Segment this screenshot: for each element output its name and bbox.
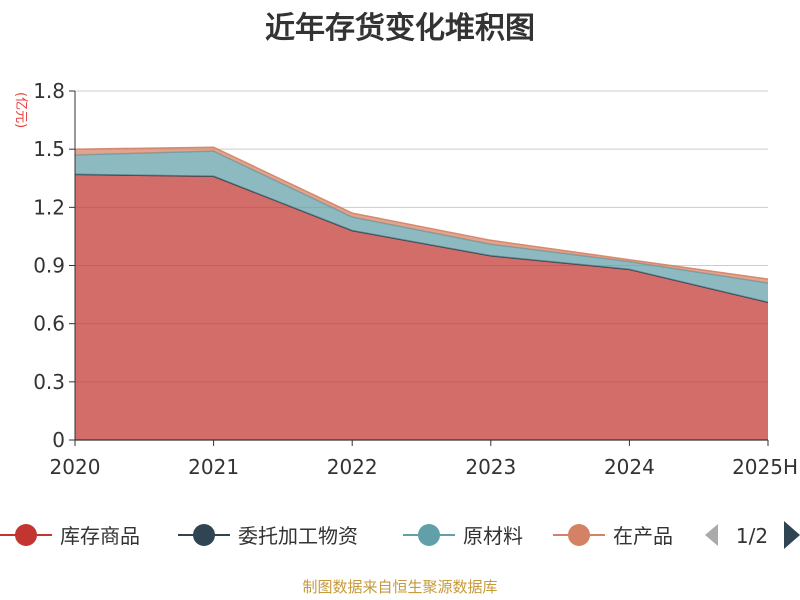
x-tick-label: 2023 [465, 455, 516, 479]
x-axis-ticks: 2020 2021 2022 2023 2024 2025H [50, 440, 798, 479]
x-tick-label: 2021 [188, 455, 239, 479]
legend-marker [568, 524, 590, 546]
y-tick-label: 0.3 [33, 370, 65, 394]
chart-title: 近年存货变化堆积图 [265, 11, 535, 46]
legend-item-1[interactable]: 委托加工物资 [178, 524, 358, 548]
legend-marker [193, 524, 215, 546]
y-axis-ticks: 0 0.3 0.6 0.9 1.2 1.5 1.8 [33, 79, 75, 452]
legend-item-0[interactable]: 库存商品 [0, 524, 140, 548]
legend-item-2[interactable]: 原材料 [403, 524, 523, 548]
area-0 [75, 174, 768, 440]
x-tick-label: 2025H [732, 455, 798, 479]
x-tick-label: 2020 [50, 455, 101, 479]
y-tick-label: 0 [52, 428, 65, 452]
legend: 库存商品 委托加工物资 原材料 在产品 1/2 [0, 521, 800, 549]
legend-item-3[interactable]: 在产品 [553, 524, 673, 548]
y-tick-label: 1.8 [33, 79, 65, 103]
y-tick-label: 1.5 [33, 137, 65, 161]
area-line-3 [74, 146, 769, 280]
y-tick-label: 1.2 [33, 195, 65, 219]
legend-pager: 1/2 [705, 521, 800, 549]
area-2 [75, 151, 768, 303]
area-series [74, 146, 769, 440]
legend-label: 委托加工物资 [238, 524, 358, 548]
x-tick-label: 2022 [327, 455, 378, 479]
triangle-left-icon[interactable] [705, 524, 718, 546]
legend-label: 库存商品 [60, 524, 140, 548]
legend-marker [418, 524, 440, 546]
legend-marker [15, 524, 37, 546]
legend-label: 在产品 [613, 524, 673, 548]
y-tick-label: 0.9 [33, 254, 65, 278]
legend-pager-label: 1/2 [736, 524, 768, 548]
legend-label: 原材料 [463, 524, 523, 548]
y-axis-unit: (亿元) [13, 92, 28, 128]
y-tick-label: 0.6 [33, 312, 65, 336]
x-tick-label: 2024 [604, 455, 655, 479]
data-source: 制图数据来自恒生聚源数据库 [302, 578, 497, 596]
triangle-right-icon[interactable] [784, 521, 800, 549]
